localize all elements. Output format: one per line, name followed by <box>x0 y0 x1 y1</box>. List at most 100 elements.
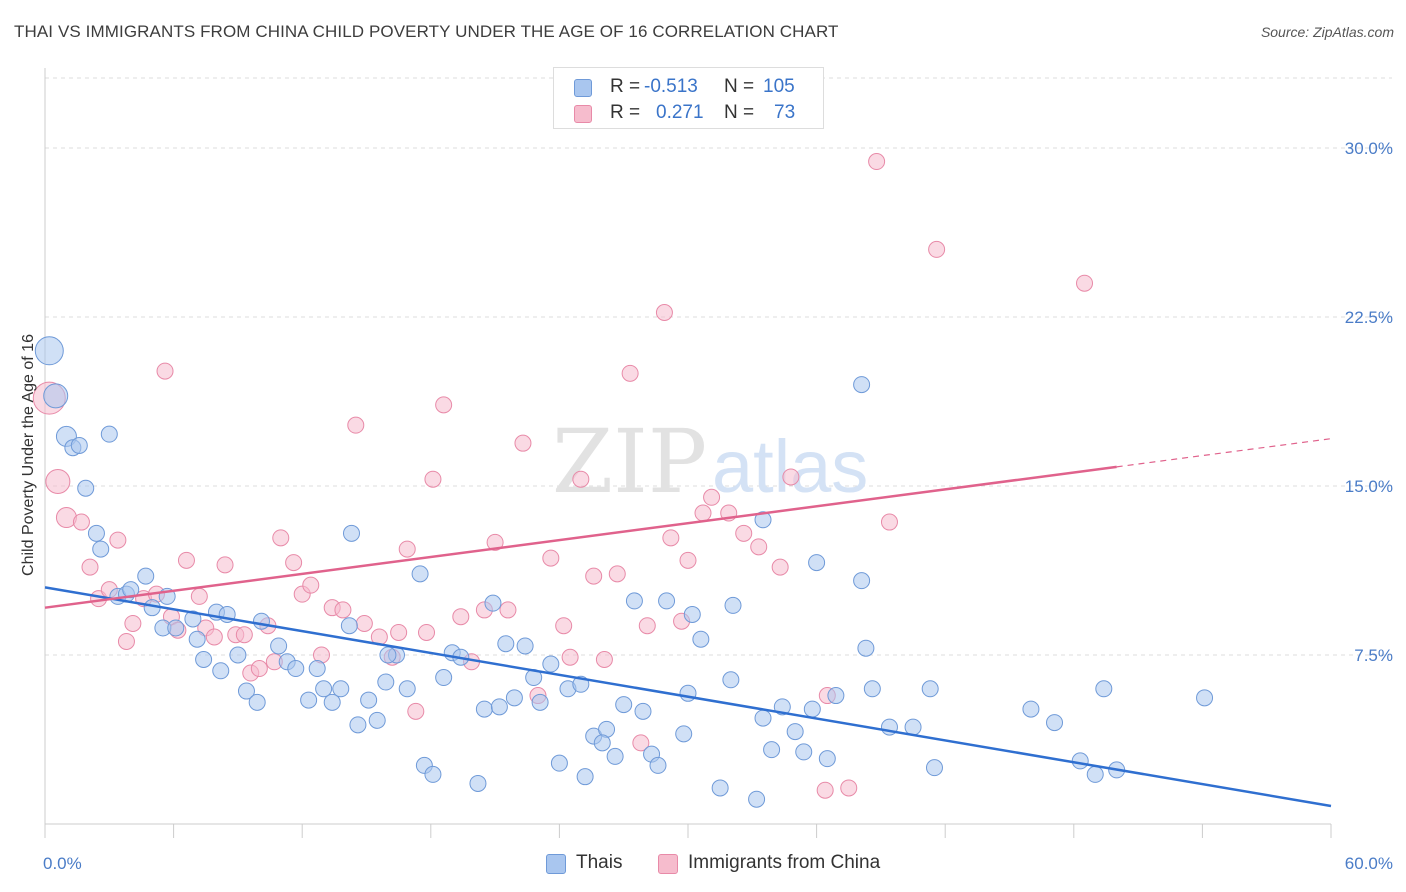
point-china <box>880 513 898 531</box>
point-thais <box>497 635 515 653</box>
point-thais <box>411 565 429 583</box>
point-thais <box>229 646 247 664</box>
chart-title: THAI VS IMMIGRANTS FROM CHINA CHILD POVE… <box>14 22 839 41</box>
point-thais <box>469 774 487 792</box>
point-china <box>499 601 517 619</box>
point-thais <box>516 637 534 655</box>
point-thais <box>679 684 697 702</box>
source-credit: Source: ZipAtlas.com <box>1260 24 1394 40</box>
point-thais <box>795 743 813 761</box>
point-china <box>585 567 603 585</box>
point-thais <box>675 725 693 743</box>
watermark-zip: ZIP <box>552 410 707 513</box>
point-china <box>45 468 71 494</box>
point-thais <box>475 700 493 718</box>
point-china <box>407 702 425 720</box>
point-thais <box>857 639 875 657</box>
point-thais <box>853 572 871 590</box>
point-thais <box>308 660 326 678</box>
point-thais <box>87 524 105 542</box>
point-thais <box>484 594 502 612</box>
point-thais <box>1196 689 1214 707</box>
point-china <box>285 554 303 572</box>
point-china <box>109 531 127 549</box>
bottom-legend-swatch-thais <box>546 854 566 874</box>
point-china <box>117 632 135 650</box>
point-china <box>840 779 858 797</box>
point-china <box>216 556 234 574</box>
point-thais <box>803 700 821 718</box>
point-thais <box>379 646 397 664</box>
point-thais <box>724 596 742 614</box>
point-china <box>334 601 352 619</box>
point-thais <box>593 734 611 752</box>
watermark-atlas: atlas <box>712 425 868 508</box>
point-china <box>928 240 946 258</box>
point-thais <box>748 790 766 808</box>
y-axis-label: Child Poverty Under the Age of 16 <box>20 334 37 576</box>
point-thais <box>683 605 701 623</box>
point-china <box>424 470 442 488</box>
point-thais <box>754 511 772 529</box>
point-china <box>72 513 90 531</box>
point-thais <box>634 702 652 720</box>
point-china <box>572 470 590 488</box>
point-thais <box>692 630 710 648</box>
legend-swatch-china <box>574 105 592 123</box>
x-tick-label: 0.0% <box>43 854 82 873</box>
point-thais <box>435 669 453 687</box>
point-thais <box>300 691 318 709</box>
point-china <box>703 488 721 506</box>
point-thais <box>1086 765 1104 783</box>
point-china <box>205 628 223 646</box>
point-thais <box>649 756 667 774</box>
bottom-legend-swatch-china <box>658 854 678 874</box>
point-china <box>816 781 834 799</box>
point-thais <box>904 718 922 736</box>
point-china <box>452 608 470 626</box>
point-thais <box>340 617 358 635</box>
point-thais <box>1046 714 1064 732</box>
point-thais <box>658 592 676 610</box>
point-thais <box>287 660 305 678</box>
point-thais <box>252 612 270 630</box>
point-china <box>514 434 532 452</box>
point-thais <box>34 336 64 366</box>
point-thais <box>77 479 95 497</box>
point-china <box>868 153 886 171</box>
y-tick-label: 30.0% <box>1345 139 1393 158</box>
point-thais <box>490 698 508 716</box>
point-thais <box>315 680 333 698</box>
legend-n-label: N = <box>724 76 755 97</box>
point-china <box>272 529 290 547</box>
point-china <box>632 734 650 752</box>
point-thais <box>360 691 378 709</box>
legend-r-value: -0.513 <box>644 76 698 97</box>
point-thais <box>195 651 213 669</box>
point-thais <box>377 673 395 691</box>
point-china <box>418 623 436 641</box>
point-china <box>190 587 208 605</box>
point-thais <box>92 540 110 558</box>
bottom-legend-label-china: Immigrants from China <box>688 852 881 873</box>
point-thais <box>137 567 155 585</box>
point-china <box>638 617 656 635</box>
point-thais <box>188 630 206 648</box>
point-china <box>302 576 320 594</box>
point-thais <box>606 747 624 765</box>
y-tick-label: 22.5% <box>1345 308 1393 327</box>
point-thais <box>550 754 568 772</box>
point-china <box>694 504 712 522</box>
point-thais <box>853 376 871 394</box>
point-thais <box>184 610 202 628</box>
legend: R = -0.513 N = 105 R = 0.271 N = 73 <box>553 67 824 129</box>
point-thais <box>270 637 288 655</box>
point-thais <box>827 687 845 705</box>
point-thais <box>1095 680 1113 698</box>
point-china <box>390 623 408 641</box>
point-thais <box>212 662 230 680</box>
point-thais <box>424 765 442 783</box>
point-china <box>435 396 453 414</box>
point-thais <box>1071 752 1089 770</box>
point-thais <box>237 682 255 700</box>
